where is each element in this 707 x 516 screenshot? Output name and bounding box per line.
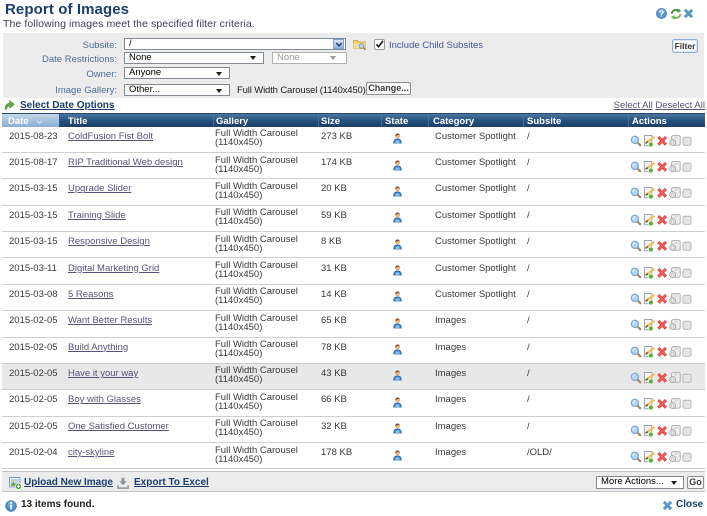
svg-text:?: ? [659, 8, 664, 18]
